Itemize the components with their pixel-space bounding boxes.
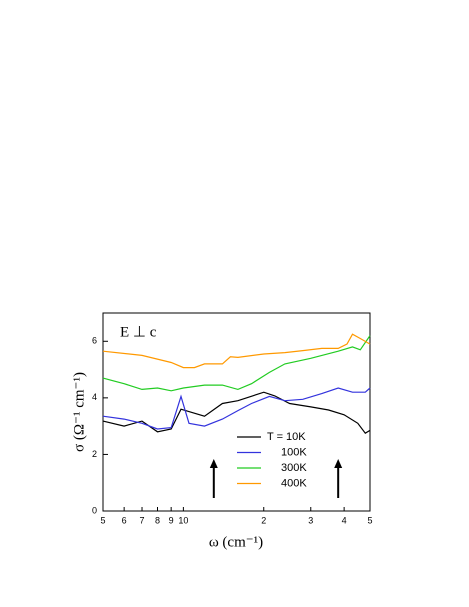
plot-frame — [102, 312, 371, 512]
legend-label: T = 10K — [267, 431, 306, 443]
x-tick-label: 7 — [140, 515, 145, 525]
y-axis-label: σ (Ω⁻¹ cm⁻¹) — [71, 372, 87, 452]
series-line — [102, 387, 371, 430]
y-tick-label: 4 — [92, 392, 97, 402]
legend-label: 400K — [281, 477, 307, 489]
y-tick-label: 2 — [92, 449, 97, 459]
x-tick-label: 3 — [308, 515, 313, 525]
y-tick-label: 0 — [92, 505, 97, 515]
arrow-head — [209, 459, 218, 468]
legend-label: 300K — [281, 462, 307, 474]
x-axis-label: ω (cm⁻¹) — [209, 534, 263, 550]
x-tick-label: 4 — [342, 515, 347, 525]
arrow-head — [334, 459, 343, 468]
x-tick-label: 2 — [261, 515, 266, 525]
x-tick-label: 9 — [169, 515, 174, 525]
x-tick-label: 6 — [122, 515, 127, 525]
legend-label: 100K — [281, 446, 307, 458]
x-tick-label: 10 — [178, 515, 188, 525]
series-line — [102, 335, 371, 392]
y-tick-label: 6 — [92, 336, 97, 346]
series-line — [102, 333, 371, 369]
x-tick-label: 5 — [100, 515, 105, 525]
series-line — [102, 391, 371, 434]
annotation: E ⊥ c — [120, 324, 157, 340]
x-tick-label: 5 — [367, 515, 372, 525]
x-tick-label: 8 — [155, 515, 160, 525]
